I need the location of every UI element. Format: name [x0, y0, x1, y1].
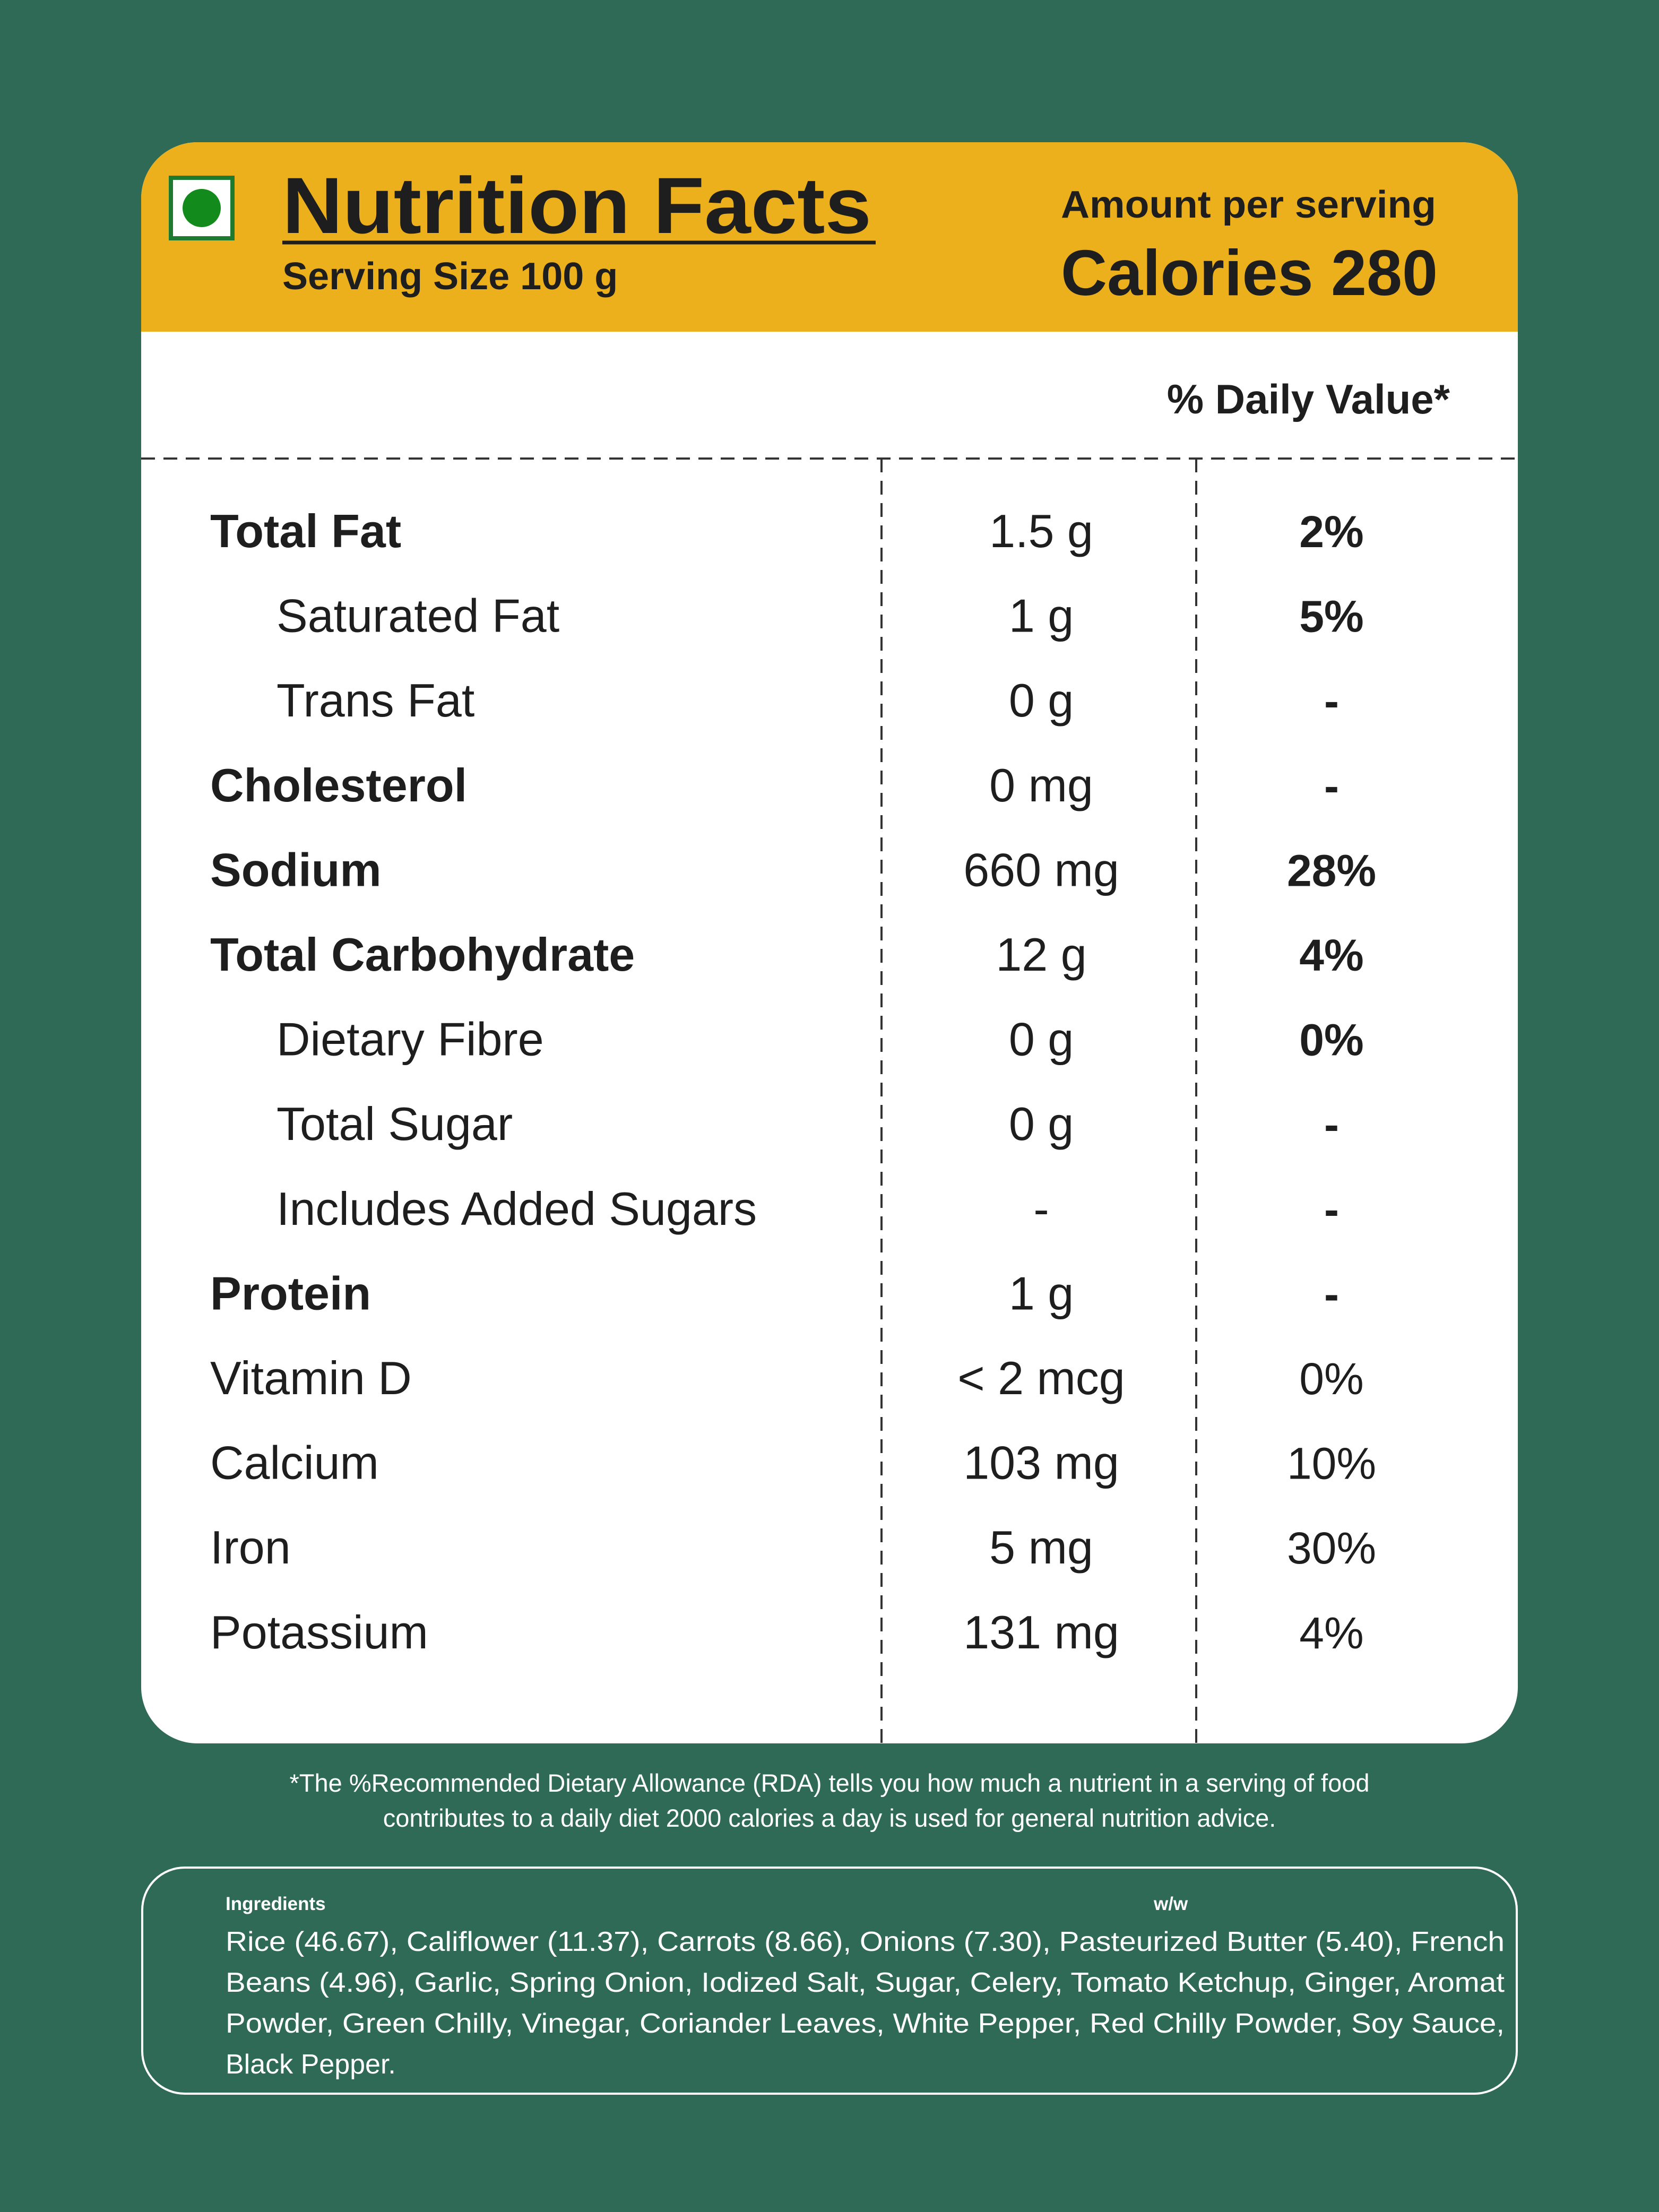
nutrient-name: Includes Added Sugars: [276, 1182, 757, 1235]
ingredients-line: Powder, Green Chilly, Vinegar, Coriander…: [226, 2008, 1505, 2039]
nutrient-amount: 1 g: [1009, 590, 1074, 642]
nutrient-amount: 0 g: [1009, 1098, 1074, 1150]
nutrient-daily-value: -: [1324, 1269, 1339, 1319]
nutrient-amount: 1.5 g: [989, 505, 1093, 557]
nutrient-daily-value: 10%: [1287, 1439, 1376, 1489]
nutrient-daily-value: 4%: [1299, 1608, 1363, 1658]
nutrient-daily-value: -: [1324, 761, 1339, 811]
ingredients-line: Rice (46.67), Califlower (11.37), Carrot…: [226, 1926, 1505, 1957]
nutrient-name: Dietary Fibre: [276, 1013, 544, 1066]
veg-dot: [183, 189, 221, 227]
nutrient-name: Saturated Fat: [276, 590, 559, 642]
nutrient-name: Total Fat: [210, 505, 401, 557]
nutrient-amount: 12 g: [996, 928, 1086, 981]
nutrient-amount: 0 g: [1009, 1013, 1074, 1066]
calories: Calories 280: [1061, 237, 1438, 309]
rows: Total Fat 1.5 g 2% Saturated Fat 1 g 5% Trans …: [210, 505, 1376, 1658]
nutrient-amount: 0 g: [1009, 674, 1074, 727]
title: Nutrition Facts: [282, 161, 871, 250]
nutrient-name: Sodium: [210, 843, 382, 896]
nutrient-name: Cholesterol: [210, 759, 467, 811]
nutrient-amount: 131 mg: [963, 1606, 1119, 1658]
footnote: *The %Recommended Dietary Allowance (RDA…: [289, 1769, 1369, 1832]
amount-label: Amount per serving: [1061, 184, 1436, 226]
nutrient-name: Iron: [210, 1521, 291, 1574]
nutrient-amount: 103 mg: [963, 1437, 1119, 1489]
ingredients-heading: Ingredients: [226, 1894, 326, 1914]
nutrient-daily-value: 30%: [1287, 1523, 1376, 1573]
nutrient-name: Total Sugar: [276, 1098, 513, 1150]
nutrient-amount: 660 mg: [963, 843, 1119, 896]
nutrient-daily-value: 0%: [1299, 1354, 1363, 1404]
nutrient-amount: -: [1033, 1182, 1049, 1235]
nutrient-daily-value: -: [1324, 1100, 1339, 1150]
nutrient-daily-value: 4%: [1299, 930, 1363, 980]
footnote-line: *The %Recommended Dietary Allowance (RDA…: [289, 1769, 1369, 1797]
nutrient-name: Trans Fat: [276, 674, 474, 727]
card: [141, 142, 1518, 1743]
daily-value-label: % Daily Value*: [1167, 376, 1450, 422]
nutrient-name: Calcium: [210, 1437, 379, 1489]
ingredients-box: [141, 1867, 1518, 2095]
nutrient-daily-value: -: [1324, 1185, 1339, 1234]
ingredients-text: Rice (46.67), Califlower (11.37), Carrot…: [226, 1926, 1505, 2080]
ingredients-line: Beans (4.96), Garlic, Spring Onion, Iodi…: [226, 1967, 1505, 1998]
nutrient-daily-value: 5%: [1299, 592, 1363, 642]
nutrient-amount: < 2 mcg: [957, 1352, 1125, 1404]
nutrient-name: Total Carbohydrate: [210, 928, 635, 981]
nutrient-name: Vitamin D: [210, 1352, 412, 1404]
nutrient-amount: 0 mg: [989, 759, 1093, 811]
ingredients-line: Black Pepper.: [226, 2049, 396, 2080]
ingredients-unit: w/w: [1153, 1894, 1188, 1914]
nutrient-amount: 5 mg: [989, 1521, 1093, 1574]
footnote-line: contributes to a daily diet 2000 calorie…: [383, 1804, 1276, 1832]
nutrient-daily-value: 2%: [1299, 507, 1363, 557]
nutrient-daily-value: 28%: [1287, 845, 1376, 895]
nutrient-name: Potassium: [210, 1606, 428, 1658]
nutrient-name: Protein: [210, 1267, 371, 1319]
nutrient-daily-value: 0%: [1299, 1015, 1363, 1065]
header-band: [141, 142, 1518, 332]
nutrient-daily-value: -: [1324, 676, 1339, 726]
serving-size: Serving Size 100 g: [282, 255, 618, 298]
nutrient-amount: 1 g: [1009, 1267, 1074, 1319]
